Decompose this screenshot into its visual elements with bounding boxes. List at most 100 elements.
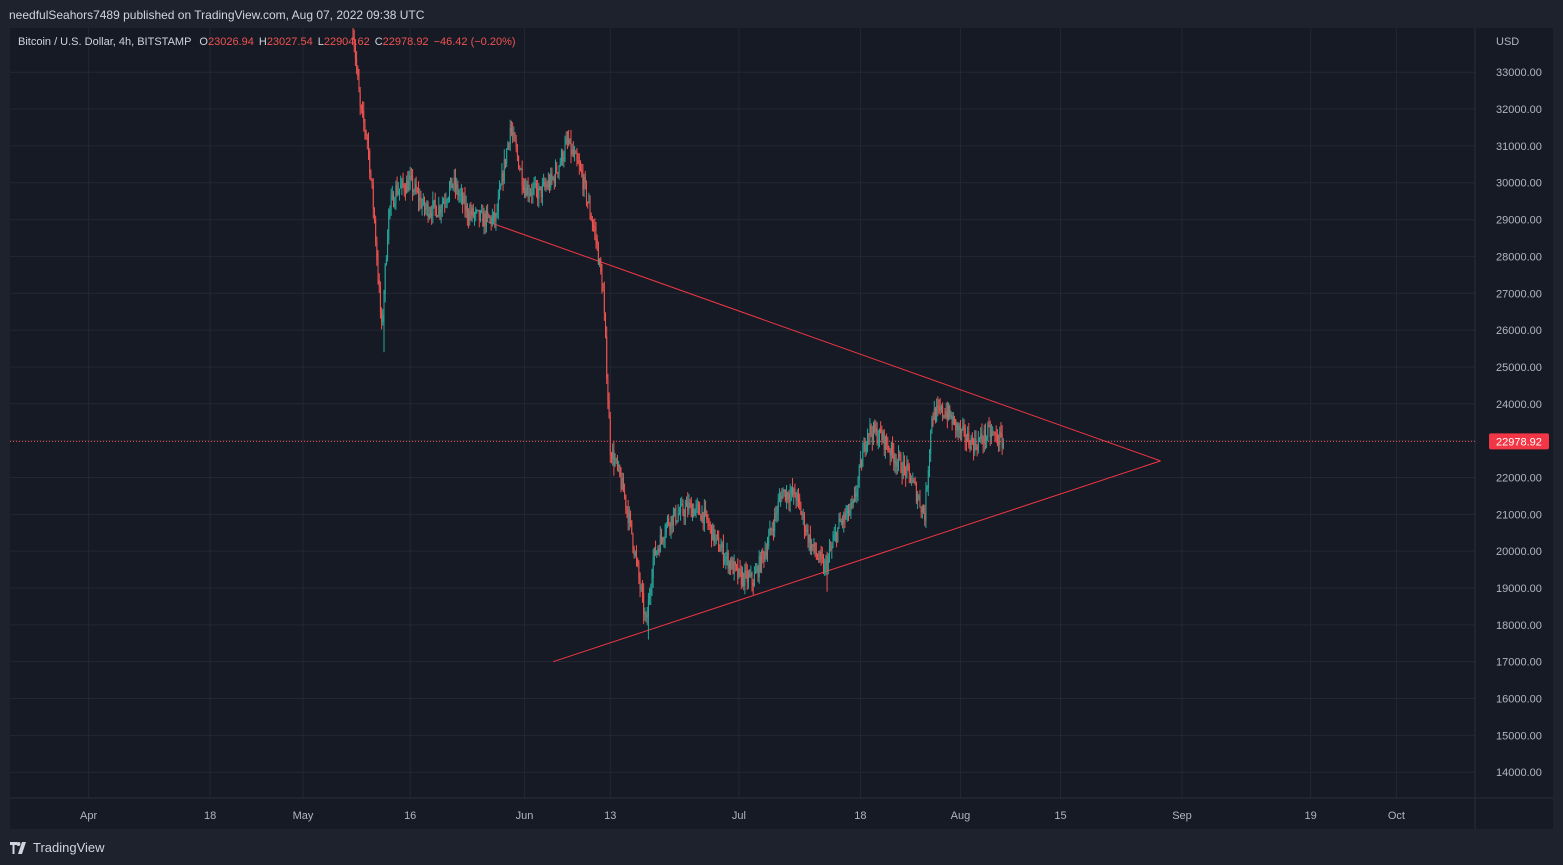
- candle-body: [666, 517, 668, 524]
- candle-body: [594, 227, 596, 231]
- candle-body: [372, 185, 374, 209]
- candle-body: [714, 535, 716, 542]
- candle-body: [702, 512, 704, 524]
- candle-body: [413, 191, 415, 193]
- candle-body: [566, 138, 568, 140]
- candle-body: [781, 495, 783, 499]
- candle-body: [488, 214, 490, 218]
- candle-body: [458, 195, 460, 197]
- candle-body: [580, 166, 582, 170]
- candle-body: [570, 138, 572, 155]
- candle-body: [728, 561, 730, 569]
- candle-body: [963, 426, 965, 428]
- candle-body: [364, 122, 366, 132]
- candle-body: [746, 571, 748, 583]
- candle-body: [365, 131, 367, 137]
- candle-body: [370, 173, 372, 179]
- candle-body: [569, 138, 571, 144]
- candle-body: [613, 450, 615, 466]
- candle-body: [470, 210, 472, 216]
- candle-body: [564, 143, 566, 157]
- candle-body: [675, 508, 677, 523]
- candle-body: [863, 442, 865, 452]
- candle-body: [984, 429, 986, 441]
- price-chart[interactable]: Bitcoin / U.S. Dollar, 4h, BITSTAMP O 23…: [10, 18, 1553, 829]
- candle-body: [426, 203, 428, 209]
- candle-body: [502, 172, 504, 182]
- candle-body: [826, 560, 828, 571]
- candle-body: [485, 211, 487, 227]
- candle-body: [733, 561, 735, 574]
- candle-body: [925, 489, 927, 521]
- candle-body: [676, 520, 678, 523]
- candle-body: [597, 244, 599, 265]
- candle-body: [668, 517, 670, 525]
- candle-body: [864, 442, 866, 451]
- candle-body: [576, 153, 578, 160]
- candle-body: [661, 534, 663, 539]
- time-axis[interactable]: Apr 18 May 16 Jun 13 Jul 18 Aug 15 Sep 19 Oct: [80, 810, 1405, 822]
- price-tick-label: 28000.00: [1496, 251, 1542, 263]
- candle-body: [949, 405, 951, 418]
- candle-body: [373, 208, 375, 220]
- candle-body: [776, 512, 778, 514]
- candle-body: [466, 205, 468, 218]
- candle-body: [979, 438, 981, 440]
- candle-body: [621, 478, 623, 489]
- candle-body: [727, 552, 729, 569]
- candle-body: [852, 499, 854, 504]
- trendline-lower[interactable]: [552, 460, 1161, 663]
- candle-body: [658, 548, 660, 553]
- candle-body: [534, 183, 536, 186]
- candle-body: [846, 506, 848, 514]
- candle-body: [974, 438, 976, 452]
- tradingview-logo[interactable]: TradingView: [10, 840, 105, 855]
- trendlines[interactable]: [481, 219, 1161, 663]
- candle-body: [360, 105, 362, 109]
- candle-body: [722, 543, 724, 562]
- candle-body: [700, 514, 702, 521]
- candle-body: [484, 213, 486, 227]
- candle-body: [641, 587, 643, 594]
- candle-body: [427, 203, 429, 218]
- candle-body: [438, 206, 440, 216]
- price-tick-label: 24000.00: [1496, 399, 1542, 411]
- candles: [352, 18, 1004, 640]
- chart-pane[interactable]: Bitcoin / U.S. Dollar, 4h, BITSTAMP O 23…: [10, 18, 1553, 829]
- candle-body: [764, 551, 766, 560]
- candle-body: [684, 506, 686, 517]
- candle-body: [693, 508, 695, 516]
- candle-body: [645, 613, 647, 618]
- candle-body: [477, 209, 479, 211]
- candle-body: [553, 177, 555, 184]
- candle-body: [719, 551, 721, 553]
- candle-body: [371, 178, 373, 186]
- candle-body: [459, 194, 461, 196]
- candle-body: [639, 577, 641, 589]
- candle-body: [767, 546, 769, 556]
- candle-body: [393, 193, 395, 207]
- candle-body: [975, 438, 977, 447]
- candle-body: [870, 425, 872, 434]
- candle-body: [479, 211, 481, 221]
- candle-body: [652, 557, 654, 579]
- legend-open-label: O: [199, 36, 208, 48]
- price-tick-label: 30000.00: [1496, 178, 1542, 190]
- candle-body: [452, 184, 454, 189]
- candle-body: [510, 128, 512, 133]
- candle-body: [958, 425, 960, 431]
- candle-body: [656, 550, 658, 555]
- candle-body: [615, 459, 617, 461]
- candle-body: [738, 568, 740, 578]
- candle-body: [358, 76, 360, 92]
- candle-body: [909, 473, 911, 483]
- price-axis[interactable]: USD 14000.00 15000.00 16000.00 17000.00 1800…: [1496, 36, 1542, 779]
- time-tick-label: 18: [854, 810, 866, 822]
- candle-body: [813, 542, 815, 547]
- candle-body: [768, 535, 770, 547]
- trendline-upper[interactable]: [481, 219, 1161, 462]
- candle-body: [887, 445, 889, 450]
- candle-body: [762, 550, 764, 554]
- candle-body: [565, 138, 567, 144]
- candle-body: [632, 533, 634, 548]
